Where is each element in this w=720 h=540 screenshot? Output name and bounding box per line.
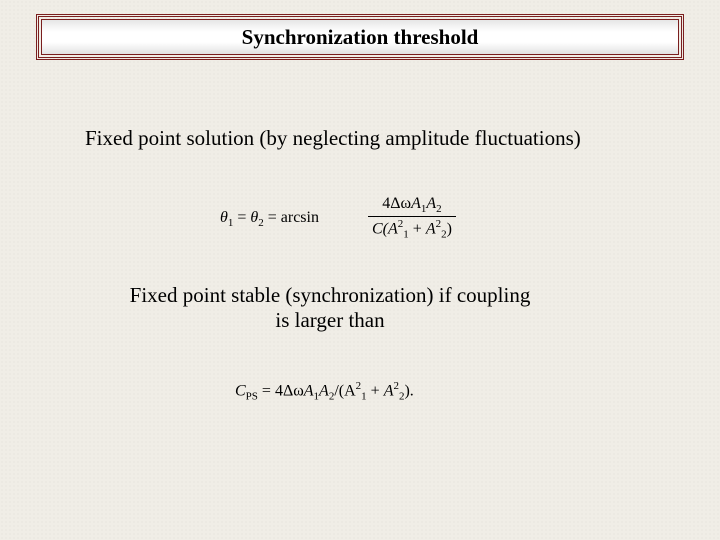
f2-dA2: A [384,382,394,399]
formula-threshold: CPS = 4ΔωA1A2/(A21 + A22). [235,380,414,403]
paragraph-1: Fixed point solution (by neglecting ampl… [85,126,645,151]
f2-C-sub: PS [246,391,258,403]
fraction-line [368,216,456,217]
num-prefix: 4Δω [382,195,411,212]
formula1-denominator: C(A21 + A22) [368,218,456,241]
den-C: C( [372,221,388,238]
f2-A2: A [319,382,329,399]
f2-C: C [235,382,246,399]
f2-slash: /(A [334,382,355,399]
paragraph-2: Fixed point stable (synchronization) if … [100,283,560,333]
slide-title: Synchronization threshold [242,25,479,50]
formula1-fraction: 4ΔωA1A2 C(A21 + A22) [368,195,456,241]
formula1-numerator: 4ΔωA1A2 [368,195,456,215]
title-inner: Synchronization threshold [41,19,679,55]
theta1: θ [220,209,228,226]
den-A1: A [388,221,398,238]
num-A2: A [426,195,436,212]
arcsin-text: = arcsin [264,209,319,226]
paragraph-2-line1: Fixed point stable (synchronization) if … [130,283,531,307]
num-A1: A [411,195,421,212]
title-frame: Synchronization threshold [36,14,684,60]
eq1: = [233,209,250,226]
den-plus: + [409,221,426,238]
f2-A1: A [304,382,314,399]
f2-plus: + [367,382,384,399]
den-close: ) [447,221,452,238]
den-A2: A [426,221,436,238]
formula1-lhs: θ1 = θ2 = arcsin [220,209,319,229]
f2-eq: = 4Δω [258,382,304,399]
paragraph-2-line2: is larger than [275,308,384,332]
num-A2-sub: 2 [436,203,442,215]
f2-close: ). [404,382,413,399]
